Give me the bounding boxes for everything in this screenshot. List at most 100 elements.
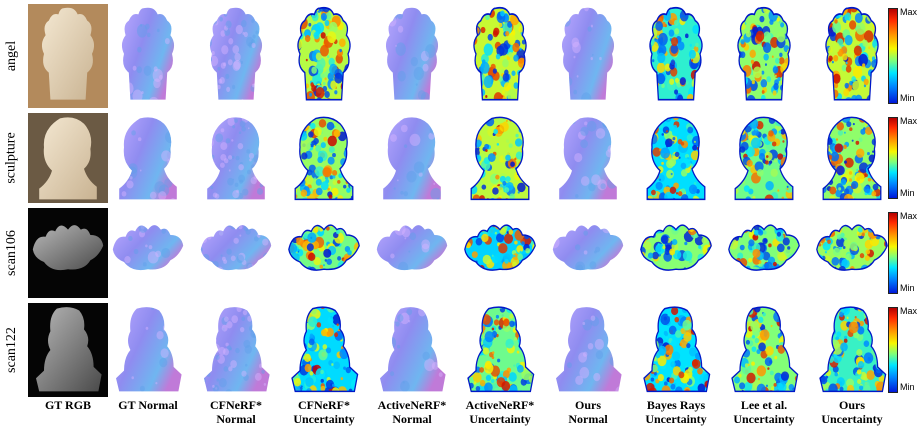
panel-sculpture-normal-map [372, 113, 452, 203]
colorbar [888, 8, 898, 104]
panel-graphic [643, 306, 711, 393]
panel-scan106-normal-map [548, 208, 628, 298]
column-label: GT RGB [26, 398, 110, 412]
panel-graphic [640, 224, 712, 271]
panel-graphic [728, 224, 800, 271]
panel-graphic [119, 117, 177, 200]
column-label: ActiveNeRF* Normal [370, 398, 454, 426]
panel-scan106-uncertainty-map [284, 208, 364, 298]
row-label-text: sculpture [4, 132, 20, 184]
panel-graphic [294, 116, 354, 201]
panel-graphic [28, 303, 108, 397]
colorbar [888, 117, 898, 199]
panel-graphic [561, 7, 615, 100]
panel-scan122-uncertainty-map [460, 303, 540, 397]
colorbar-max-label: Max [900, 211, 918, 221]
panel-scan122-uncertainty-map [284, 303, 364, 397]
panel-angel-normal-map [548, 4, 628, 108]
panel-angel-uncertainty-map [284, 4, 364, 108]
colorbar-min-label: Min [900, 382, 915, 392]
panel-graphic [819, 306, 887, 393]
panel-angel-uncertainty-map [636, 4, 716, 108]
panel-graphic [209, 7, 263, 100]
panel-graphic [28, 113, 108, 203]
column-label-line2: Uncertainty [821, 412, 883, 426]
panel-angel-normal-map [108, 4, 188, 108]
column-label-line2: Normal [392, 412, 432, 426]
row-label-text: scan106 [4, 230, 20, 276]
column-label: Ours Uncertainty [810, 398, 894, 426]
column-label: GT Normal [106, 398, 190, 412]
panel-scan106-normal-map [108, 208, 188, 298]
panel-scan122-uncertainty-map [812, 303, 892, 397]
panel-sculpture-uncertainty-map [724, 113, 804, 203]
row-label-text: scan122 [4, 327, 20, 373]
panel-graphic [380, 307, 446, 392]
panel-sculpture-normal-map [548, 113, 628, 203]
panel-graphic [467, 306, 535, 393]
colorbar-max-label: Max [900, 116, 918, 126]
panel-graphic [734, 116, 794, 201]
panel-graphic [385, 7, 439, 100]
panel-scan106-uncertainty-map [724, 208, 804, 298]
column-label-line1: GT RGB [44, 398, 92, 412]
panel-scan122-normal-map [196, 303, 276, 397]
panel-sculpture-uncertainty-map [284, 113, 364, 203]
panel-graphic [731, 306, 799, 393]
panel-graphic [737, 6, 791, 101]
panel-sculpture-uncertainty-map [812, 113, 892, 203]
column-label-line2: Normal [216, 412, 256, 426]
colorbar-min-label: Min [900, 283, 915, 293]
panel-graphic [556, 307, 622, 392]
panel-scan106-uncertainty-map [636, 208, 716, 298]
row-label-sculpture: sculpture [0, 113, 24, 203]
panel-graphic [552, 225, 624, 271]
panel-angel-normal-map [372, 4, 452, 108]
colorbar [888, 307, 898, 393]
panel-graphic [200, 225, 272, 271]
panel-sculpture-uncertainty-map [636, 113, 716, 203]
panel-scan122-uncertainty-map [636, 303, 716, 397]
panel-graphic [288, 224, 360, 271]
panel-graphic [464, 224, 536, 271]
colorbar-max-label: Max [900, 306, 918, 316]
colorbar-min-label: Min [900, 93, 915, 103]
colorbar-min-label: Min [900, 188, 915, 198]
column-label-line1: GT Normal [118, 398, 178, 412]
panel-angel-uncertainty-map [812, 4, 892, 108]
column-label: CFNeRF* Uncertainty [282, 398, 366, 426]
row-label-text: angel [4, 40, 20, 72]
column-label-line1: Ours [838, 398, 865, 412]
panel-angel-uncertainty-map [724, 4, 804, 108]
panel-graphic [470, 116, 530, 201]
panel-graphic [207, 117, 265, 200]
column-label-line2: Uncertainty [469, 412, 531, 426]
panel-graphic [559, 117, 617, 200]
row-label-scan106: scan106 [0, 208, 24, 298]
panel-graphic [121, 7, 175, 100]
column-label: Lee et al. Uncertainty [722, 398, 806, 426]
panel-scan122-normal-map [372, 303, 452, 397]
panel-angel-uncertainty-map [460, 4, 540, 108]
panel-graphic [473, 6, 527, 101]
column-label-line2: Uncertainty [645, 412, 707, 426]
row-label-angel: angel [0, 4, 24, 108]
panel-graphic [376, 225, 448, 271]
panel-angel-normal-map [196, 4, 276, 108]
panel-graphic [649, 6, 703, 101]
column-label-line1: ActiveNeRF* [465, 398, 535, 412]
column-label: Bayes Rays Uncertainty [634, 398, 718, 426]
panel-graphic [28, 208, 108, 298]
panel-graphic [383, 117, 441, 200]
column-label-line2: Uncertainty [733, 412, 795, 426]
panel-graphic [825, 6, 879, 101]
panel-sculpture-normal-map [196, 113, 276, 203]
column-label-line2: Normal [568, 412, 608, 426]
panel-scan122-rgb-photo [28, 303, 108, 397]
panel-scan106-normal-map [372, 208, 452, 298]
panel-scan106-uncertainty-map [812, 208, 892, 298]
panel-graphic [291, 306, 359, 393]
panel-graphic [116, 307, 182, 392]
row-label-scan122: scan122 [0, 303, 24, 397]
panel-angel-rgb-photo [28, 4, 108, 108]
